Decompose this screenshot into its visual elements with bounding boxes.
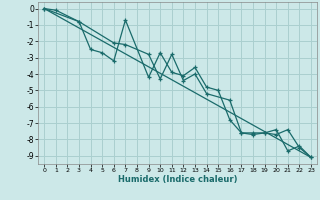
X-axis label: Humidex (Indice chaleur): Humidex (Indice chaleur) (118, 175, 237, 184)
